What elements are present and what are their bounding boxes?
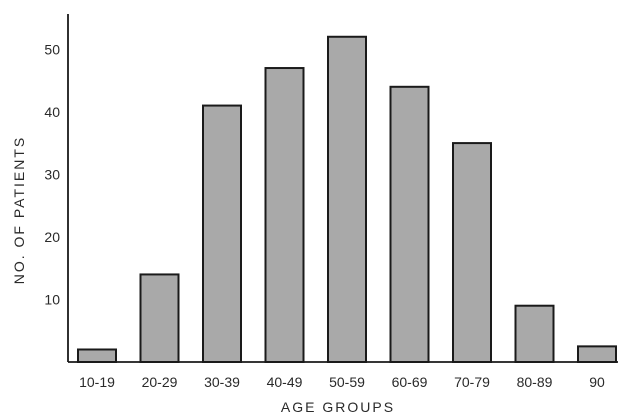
x-tick-label: 50-59: [329, 374, 365, 390]
y-tick-label: 50: [44, 41, 60, 57]
bar-50-59: [327, 35, 367, 363]
bar-70-79: [452, 142, 492, 363]
x-tick-label: 40-49: [267, 374, 303, 390]
y-tick-label: 40: [44, 104, 60, 120]
y-tick-labels: 10 20 30 40 50: [44, 41, 60, 307]
y-axis-label: NO. OF PATIENTS: [11, 136, 27, 285]
bars: [77, 35, 617, 364]
x-axis-label: AGE GROUPS: [281, 399, 395, 414]
x-tick-label: 30-39: [204, 374, 240, 390]
x-tick-label: 60-69: [392, 374, 428, 390]
y-tick-label: 10: [44, 291, 60, 307]
x-tick-label: 20-29: [142, 374, 178, 390]
bar-90: [577, 345, 617, 364]
y-tick-label: 30: [44, 166, 60, 182]
x-tick-label: 90: [589, 374, 605, 390]
x-tick-label: 80-89: [517, 374, 553, 390]
y-tick-label: 20: [44, 229, 60, 245]
bar-10-19: [77, 348, 117, 363]
bar-60-69: [389, 85, 430, 364]
bar-80-89: [514, 304, 555, 363]
bar-40-49: [264, 67, 305, 363]
bar-30-39: [202, 104, 242, 364]
bar-20-29: [139, 273, 180, 364]
x-tick-labels: 10-19 20-29 30-39 40-49 50-59 60-69 70-79 80-89…: [79, 374, 605, 390]
x-tick-label: 70-79: [454, 374, 490, 390]
x-tick-label: 10-19: [79, 374, 115, 390]
